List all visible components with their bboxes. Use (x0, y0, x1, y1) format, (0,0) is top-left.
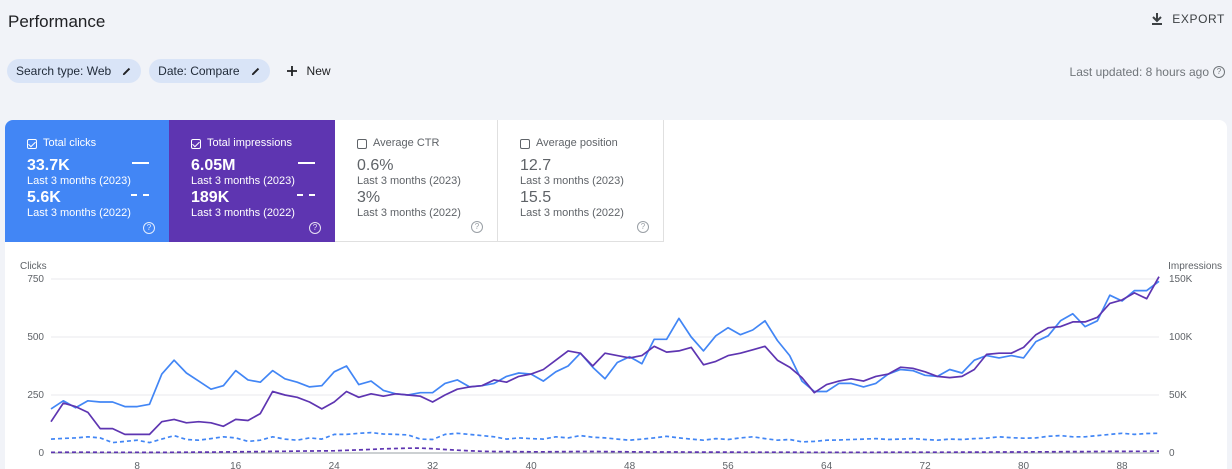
performance-card: Total clicks 33.7K Last 3 months (2023) … (5, 120, 1227, 469)
metric-previous-period: Last 3 months (2022) (27, 207, 131, 219)
metric-current-value: 6.05M (191, 157, 236, 174)
last-updated: Last updated: 8 hours ago ? (1070, 65, 1225, 79)
series-line-0 (50, 280, 1160, 410)
x-tick-label: 88 (1117, 461, 1129, 469)
metric-card-average-ctr[interactable]: Average CTR 0.6% Last 3 months (2023) 3%… (335, 120, 498, 242)
x-tick-label: 16 (230, 461, 242, 469)
y-right-tick-label: 0 (1169, 448, 1175, 459)
metric-current-value: 12.7 (520, 157, 552, 174)
metric-current-value: 33.7K (27, 157, 70, 174)
metric-label: Average position (536, 137, 618, 149)
metric-previous-period: Last 3 months (2022) (191, 207, 295, 219)
series-line-1 (50, 276, 1160, 436)
plus-icon (286, 66, 297, 76)
x-tick-label: 8 (134, 461, 140, 469)
y-right-tick-label: 50K (1169, 390, 1187, 401)
search-type-chip[interactable]: Search type: Web (7, 59, 142, 83)
metric-previous-value: 3% (357, 189, 381, 206)
metric-card-average-position[interactable]: Average position 12.7 Last 3 months (202… (498, 120, 664, 242)
help-icon[interactable]: ? (471, 221, 483, 233)
dashed-line-legend (297, 194, 315, 196)
metric-previous-value: 189K (191, 189, 230, 206)
x-tick-label: 56 (723, 461, 735, 469)
last-updated-text: Last updated: 8 hours ago (1069, 65, 1209, 79)
checkbox-icon[interactable] (520, 138, 530, 149)
new-filter-button[interactable]: New (286, 64, 331, 78)
x-tick-label: 64 (821, 461, 833, 469)
y-right-axis-title: Impressions (1168, 261, 1222, 272)
metric-previous-period: Last 3 months (2022) (357, 207, 461, 219)
performance-chart: 0 0 250 50K 500 100K 750 150K 8 16 24 32 40 48 56 64 72 8… (27, 274, 1193, 469)
date-compare-chip-label: Date: Compare (158, 64, 240, 78)
solid-line-legend (298, 162, 315, 164)
solid-line-legend (132, 162, 149, 164)
y-left-tick-label: 250 (27, 390, 44, 401)
y-left-axis-title: Clicks (20, 261, 47, 272)
checkbox-icon[interactable] (27, 138, 37, 149)
header-bar: Performance EXPORT (0, 0, 1232, 46)
y-right-tick-label: 100K (1169, 332, 1193, 343)
x-tick-label: 72 (920, 461, 932, 469)
metric-current-value: 0.6% (357, 157, 394, 174)
series-line-2 (50, 431, 1160, 444)
page-title: Performance (8, 12, 106, 31)
x-tick-label: 24 (329, 461, 341, 469)
export-label: EXPORT (1172, 12, 1225, 26)
dashed-line-legend (131, 194, 149, 196)
help-icon[interactable]: ? (637, 221, 649, 233)
filter-bar: Search type: Web Date: Compare New (7, 59, 331, 83)
x-tick-label: 48 (624, 461, 636, 469)
help-icon[interactable]: ? (143, 222, 155, 234)
series-line-3 (51, 447, 1160, 454)
export-button[interactable]: EXPORT (1150, 12, 1225, 26)
download-icon (1152, 13, 1163, 25)
x-tick-label: 40 (526, 461, 538, 469)
date-compare-chip[interactable]: Date: Compare (149, 59, 270, 83)
metric-label: Average CTR (373, 137, 440, 149)
x-tick-label: 32 (427, 461, 439, 469)
metric-previous-period: Last 3 months (2022) (520, 207, 624, 219)
metric-label: Total impressions (207, 137, 292, 149)
y-left-tick-label: 500 (27, 332, 44, 343)
edit-icon (123, 67, 131, 75)
metric-previous-value: 15.5 (520, 189, 552, 206)
metric-current-period: Last 3 months (2023) (27, 175, 131, 187)
help-icon[interactable]: ? (309, 222, 321, 234)
y-left-tick-label: 750 (27, 274, 44, 285)
metric-current-period: Last 3 months (2023) (191, 175, 295, 187)
checkbox-icon[interactable] (357, 138, 367, 149)
metric-previous-value: 5.6K (27, 189, 61, 206)
metric-current-period: Last 3 months (2023) (520, 175, 624, 187)
help-icon[interactable]: ? (1213, 66, 1225, 78)
checkbox-icon[interactable] (191, 138, 201, 149)
edit-icon (251, 67, 259, 75)
metric-card-total-clicks[interactable]: Total clicks 33.7K Last 3 months (2023) … (5, 120, 169, 242)
x-tick-label: 80 (1018, 461, 1030, 469)
new-filter-label: New (306, 64, 331, 78)
metric-card-total-impressions[interactable]: Total impressions 6.05M Last 3 months (2… (169, 120, 335, 242)
y-right-tick-label: 150K (1169, 274, 1193, 285)
metric-label: Total clicks (43, 137, 97, 149)
search-type-chip-label: Search type: Web (16, 64, 112, 78)
y-left-tick-label: 0 (38, 448, 44, 459)
metric-current-period: Last 3 months (2023) (357, 175, 461, 187)
